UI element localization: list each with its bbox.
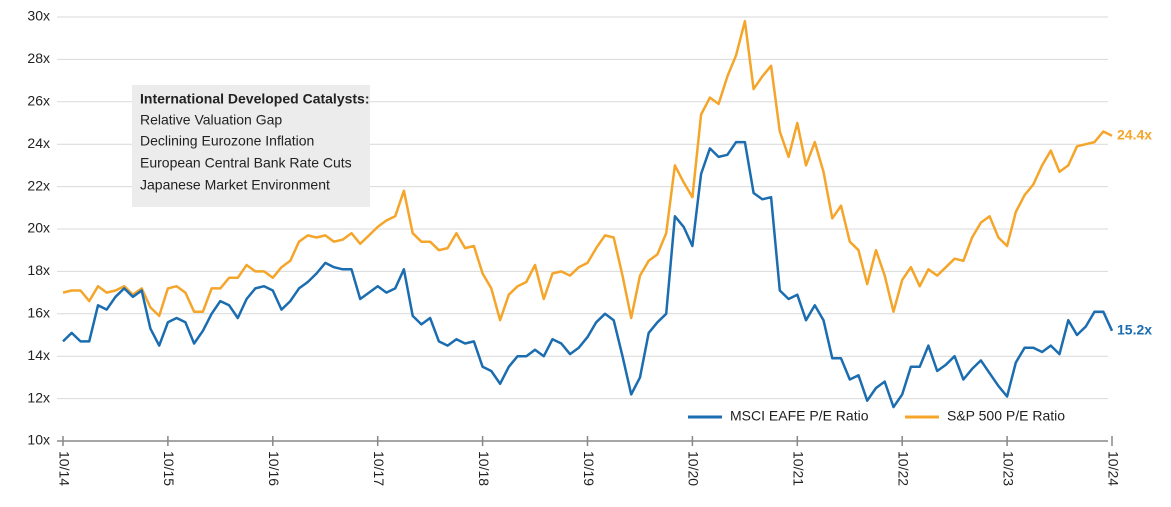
annotation-item: Japanese Market Environment (140, 177, 330, 193)
x-tick-label: 10/16 (266, 451, 282, 486)
x-tick-label: 10/22 (895, 451, 911, 486)
data-label: 15.2x (1117, 321, 1152, 337)
y-tick-label: 28x (27, 50, 50, 66)
y-tick-label: 20x (27, 220, 50, 236)
y-tick-label: 22x (27, 177, 50, 193)
y-tick-label: 16x (27, 305, 50, 321)
annotation-item: Declining Eurozone Inflation (140, 133, 314, 149)
y-tick-label: 30x (27, 8, 50, 24)
legend-label: S&P 500 P/E Ratio (947, 408, 1065, 424)
y-tick-label: 12x (27, 389, 50, 405)
x-tick-label: 10/24 (1105, 451, 1121, 486)
x-tick-label: 10/15 (161, 451, 177, 486)
annotation-item: European Central Bank Rate Cuts (140, 155, 352, 171)
y-tick-label: 18x (27, 262, 50, 278)
annotation-item: Relative Valuation Gap (140, 112, 282, 128)
y-tick-label: 14x (27, 347, 50, 363)
annotation-box (132, 85, 370, 207)
legend-label: MSCI EAFE P/E Ratio (730, 408, 869, 424)
x-tick-label: 10/23 (1000, 451, 1016, 486)
x-tick-label: 10/21 (791, 451, 807, 486)
y-tick-label: 24x (27, 135, 50, 151)
series-line (62, 140, 1114, 409)
y-tick-label: 10x (27, 432, 50, 448)
x-tick-label: 10/17 (371, 451, 387, 486)
annotation-title: International Developed Catalysts: (140, 91, 370, 107)
y-tick-label: 26x (27, 93, 50, 109)
x-tick-label: 10/14 (56, 451, 72, 486)
data-label: 24.4x (1117, 126, 1152, 142)
x-tick-label: 10/20 (686, 451, 702, 486)
x-tick-label: 10/18 (476, 451, 492, 486)
series-line (62, 19, 1113, 322)
x-tick-label: 10/19 (581, 451, 597, 486)
